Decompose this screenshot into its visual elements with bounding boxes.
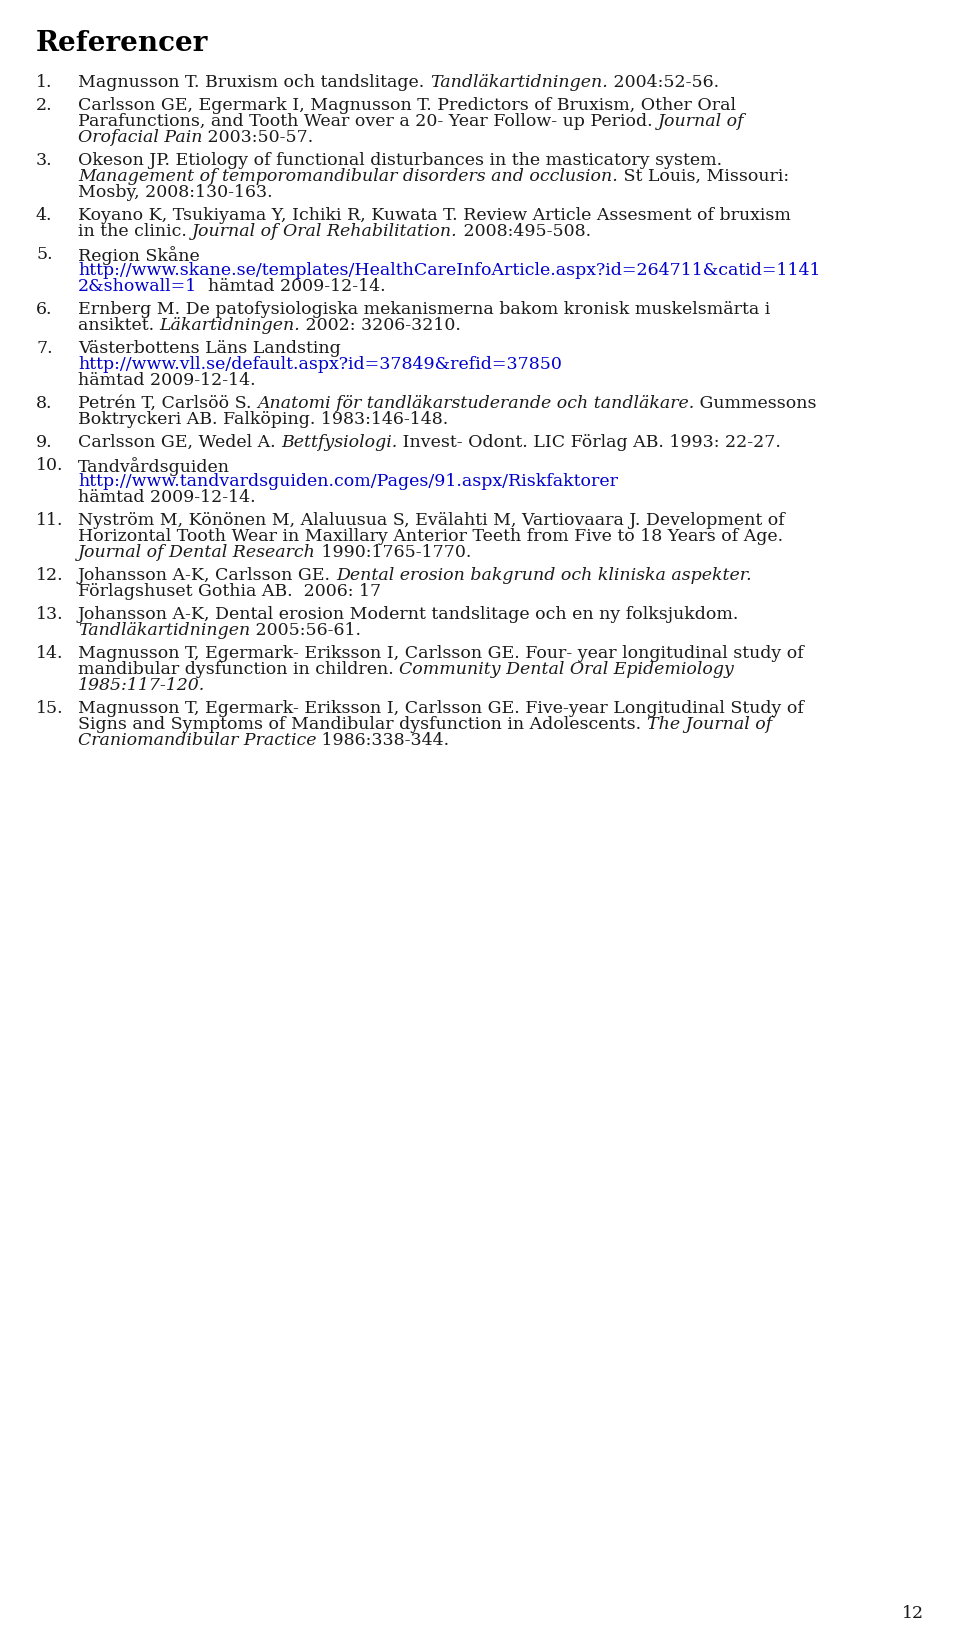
Text: 1985:117-120.: 1985:117-120. <box>78 677 205 693</box>
Text: Johansson A-K, Carlsson GE.: Johansson A-K, Carlsson GE. <box>78 567 337 583</box>
Text: 2005:56-61.: 2005:56-61. <box>251 621 361 639</box>
Text: 4.: 4. <box>36 207 53 225</box>
Text: 14.: 14. <box>36 646 63 662</box>
Text: Nyström M, Könönen M, Alaluusua S, Evälahti M, Vartiovaara J. Development of: Nyström M, Könönen M, Alaluusua S, Eväla… <box>78 511 784 529</box>
Text: 2003:50-57.: 2003:50-57. <box>203 129 314 146</box>
Text: 12.: 12. <box>36 567 63 583</box>
Text: Magnusson T. Bruxism och tandslitage.: Magnusson T. Bruxism och tandslitage. <box>78 74 430 90</box>
Text: Management of temporomandibular disorders and occlusion.: Management of temporomandibular disorder… <box>78 167 617 185</box>
Text: Region Skåne: Region Skåne <box>78 246 200 266</box>
Text: Tandläkartidningen: Tandläkartidningen <box>78 621 251 639</box>
Text: 2&showall=1: 2&showall=1 <box>78 277 197 295</box>
Text: St Louis, Missouri:: St Louis, Missouri: <box>617 167 789 185</box>
Text: 9.: 9. <box>36 434 53 451</box>
Text: Magnusson T, Egermark- Eriksson I, Carlsson GE. Five-year Longitudinal Study of: Magnusson T, Egermark- Eriksson I, Carls… <box>78 700 804 716</box>
Text: 2008:495-508.: 2008:495-508. <box>458 223 591 239</box>
Text: 2004:52-56.: 2004:52-56. <box>608 74 719 90</box>
Text: Carlsson GE, Egermark I, Magnusson T. Predictors of Bruxism, Other Oral: Carlsson GE, Egermark I, Magnusson T. Pr… <box>78 97 736 115</box>
Text: Okeson JP. Etiology of functional disturbances in the masticatory system.: Okeson JP. Etiology of functional distur… <box>78 152 722 169</box>
Text: ansiktet.: ansiktet. <box>78 316 159 334</box>
Text: Mosby, 2008:130-163.: Mosby, 2008:130-163. <box>78 184 273 200</box>
Text: hämtad 2009-12-14.: hämtad 2009-12-14. <box>197 277 386 295</box>
Text: Signs and Symptoms of Mandibular dysfunction in Adolescents.: Signs and Symptoms of Mandibular dysfunc… <box>78 716 647 733</box>
Text: Boktryckeri AB. Falköping. 1983:146-148.: Boktryckeri AB. Falköping. 1983:146-148. <box>78 411 448 428</box>
Text: 11.: 11. <box>36 511 63 529</box>
Text: 3.: 3. <box>36 152 53 169</box>
Text: Journal of Dental Research: Journal of Dental Research <box>78 544 316 561</box>
Text: http://www.tandvardsguiden.com/Pages/91.aspx/Riskfaktorer: http://www.tandvardsguiden.com/Pages/91.… <box>78 474 618 490</box>
Text: 8.: 8. <box>36 395 53 411</box>
Text: Invest- Odont. LIC Förlag AB. 1993: 22-27.: Invest- Odont. LIC Förlag AB. 1993: 22-2… <box>397 434 781 451</box>
Text: 5.: 5. <box>36 246 53 262</box>
Text: Gummessons: Gummessons <box>694 395 817 411</box>
Text: Förlagshuset Gothia AB.  2006: 17: Förlagshuset Gothia AB. 2006: 17 <box>78 583 381 600</box>
Text: 7.: 7. <box>36 339 53 357</box>
Text: 2.: 2. <box>36 97 53 115</box>
Text: hämtad 2009-12-14.: hämtad 2009-12-14. <box>78 488 255 506</box>
Text: 2002: 3206-3210.: 2002: 3206-3210. <box>300 316 461 334</box>
Text: The Journal of: The Journal of <box>647 716 772 733</box>
Text: Bettfysiologi.: Bettfysiologi. <box>281 434 397 451</box>
Text: 1986:338-344.: 1986:338-344. <box>317 731 449 749</box>
Text: Johansson A-K, Dental erosion Modernt tandslitage och en ny folksjukdom.: Johansson A-K, Dental erosion Modernt ta… <box>78 606 739 623</box>
Text: 10.: 10. <box>36 457 63 474</box>
Text: 1.: 1. <box>36 74 53 90</box>
Text: Orofacial Pain: Orofacial Pain <box>78 129 203 146</box>
Text: hämtad 2009-12-14.: hämtad 2009-12-14. <box>78 372 255 388</box>
Text: 12: 12 <box>901 1605 924 1621</box>
Text: Petrén T, Carlsöö S.: Petrén T, Carlsöö S. <box>78 395 257 411</box>
Text: Anatomi för tandläkarstuderande och tandläkare.: Anatomi för tandläkarstuderande och tand… <box>257 395 694 411</box>
Text: Ernberg M. De patofysiologiska mekanismerna bakom kronisk muskelsmärta i: Ernberg M. De patofysiologiska mekanisme… <box>78 302 770 318</box>
Text: in the clinic.: in the clinic. <box>78 223 192 239</box>
Text: 13.: 13. <box>36 606 63 623</box>
Text: Läkartidningen.: Läkartidningen. <box>159 316 300 334</box>
Text: Journal of Oral Rehabilitation.: Journal of Oral Rehabilitation. <box>192 223 458 239</box>
Text: Västerbottens Läns Landsting: Västerbottens Läns Landsting <box>78 339 341 357</box>
Text: http://www.vll.se/default.aspx?id=37849&refid=37850: http://www.vll.se/default.aspx?id=37849&… <box>78 356 562 372</box>
Text: Koyano K, Tsukiyama Y, Ichiki R, Kuwata T. Review Article Assesment of bruxism: Koyano K, Tsukiyama Y, Ichiki R, Kuwata … <box>78 207 791 225</box>
Text: 15.: 15. <box>36 700 63 716</box>
Text: http://www.skane.se/templates/HealthCareInfoArticle.aspx?id=264711&catid=1141: http://www.skane.se/templates/HealthCare… <box>78 262 821 279</box>
Text: Parafunctions, and Tooth Wear over a 20- Year Follow- up Period.: Parafunctions, and Tooth Wear over a 20-… <box>78 113 659 129</box>
Text: 1990:1765-1770.: 1990:1765-1770. <box>316 544 471 561</box>
Text: Magnusson T, Egermark- Eriksson I, Carlsson GE. Four- year longitudinal study of: Magnusson T, Egermark- Eriksson I, Carls… <box>78 646 804 662</box>
Text: mandibular dysfunction in children.: mandibular dysfunction in children. <box>78 661 399 679</box>
Text: Referencer: Referencer <box>36 30 208 57</box>
Text: Craniomandibular Practice: Craniomandibular Practice <box>78 731 317 749</box>
Text: Tandvårdsguiden: Tandvårdsguiden <box>78 457 230 475</box>
Text: Dental erosion bakgrund och kliniska aspekter.: Dental erosion bakgrund och kliniska asp… <box>337 567 752 583</box>
Text: Journal of: Journal of <box>659 113 745 129</box>
Text: Carlsson GE, Wedel A.: Carlsson GE, Wedel A. <box>78 434 281 451</box>
Text: 6.: 6. <box>36 302 53 318</box>
Text: Tandläkartidningen.: Tandläkartidningen. <box>430 74 608 90</box>
Text: Community Dental Oral Epidemiology: Community Dental Oral Epidemiology <box>399 661 734 679</box>
Text: Horizontal Tooth Wear in Maxillary Anterior Teeth from Five to 18 Years of Age.: Horizontal Tooth Wear in Maxillary Anter… <box>78 528 783 544</box>
